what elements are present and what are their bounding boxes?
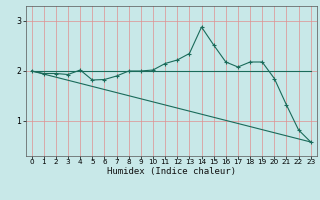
X-axis label: Humidex (Indice chaleur): Humidex (Indice chaleur) bbox=[107, 167, 236, 176]
